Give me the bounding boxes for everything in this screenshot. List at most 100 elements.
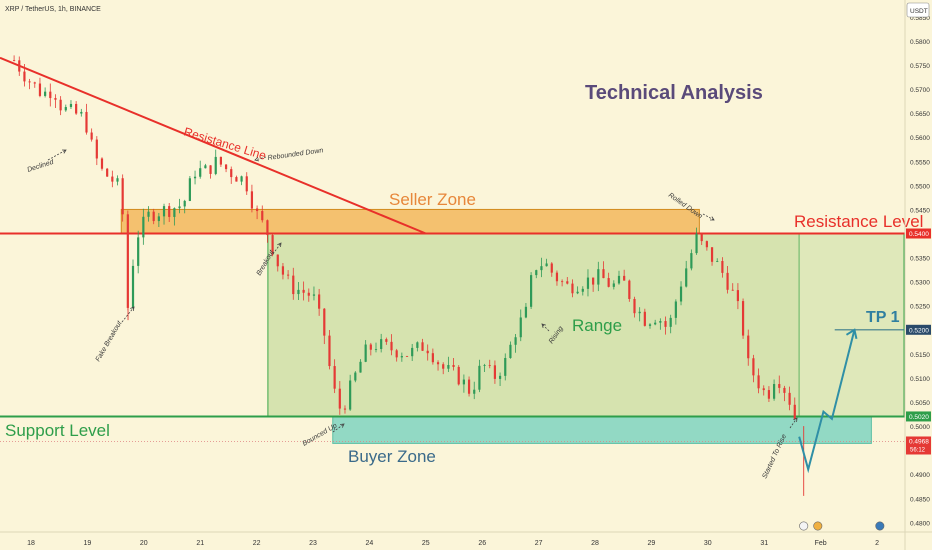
candle-down <box>752 354 755 383</box>
x-tick-label: 29 <box>648 540 656 547</box>
candle-up <box>659 318 662 330</box>
candle-up <box>586 269 590 297</box>
candle-body <box>462 379 465 385</box>
candle-body <box>85 111 88 133</box>
candle-down <box>307 288 310 302</box>
candle-up <box>64 104 67 112</box>
candle-body <box>59 99 62 111</box>
candle-body <box>405 356 409 357</box>
candle-up <box>312 286 316 301</box>
candle-body <box>452 364 455 367</box>
candle-body <box>519 317 522 338</box>
candle-down <box>121 174 124 222</box>
note-rising-arrow <box>541 323 550 332</box>
candle-body <box>219 156 222 165</box>
candle-down <box>245 172 248 195</box>
candle-body <box>540 266 543 271</box>
candle-body <box>178 206 181 209</box>
candle-down <box>421 338 424 352</box>
candle-body <box>498 375 502 379</box>
candle-down <box>261 205 264 223</box>
x-tick-label: 28 <box>591 540 599 547</box>
candle-down <box>271 234 274 257</box>
candle-up <box>374 342 378 353</box>
candle-body <box>13 60 16 61</box>
flag-icon[interactable] <box>799 521 809 531</box>
countdown-label: 56:12 <box>910 447 926 453</box>
candle-body <box>106 168 109 177</box>
candle-body <box>524 306 528 318</box>
candle-down <box>623 269 626 281</box>
y-tick-label: 0.5000 <box>910 424 930 431</box>
currency-badge[interactable] <box>906 2 930 18</box>
x-tick-label: 27 <box>535 540 543 547</box>
candle-body <box>638 311 641 314</box>
note-breakout-arrow-head <box>277 242 282 248</box>
candle-body <box>592 277 595 285</box>
candle-body <box>255 208 259 212</box>
candle-down <box>783 385 786 402</box>
note-declined-arrow-head <box>61 149 67 154</box>
event-icon[interactable] <box>813 521 823 531</box>
candle-down <box>90 128 93 142</box>
candle-body <box>38 83 42 96</box>
range-box-extension <box>799 233 905 417</box>
candle-up <box>359 359 362 373</box>
candle-down <box>426 344 429 361</box>
candle-down <box>700 232 703 246</box>
earnings-icon[interactable] <box>875 521 885 531</box>
candle-up <box>204 163 207 169</box>
note-bounced-up-arrow <box>332 423 345 433</box>
candle-up <box>597 261 600 292</box>
candle-down <box>18 56 21 76</box>
candle-up <box>483 363 486 372</box>
candle-down <box>281 263 285 280</box>
candle-body <box>44 91 47 96</box>
candle-body <box>204 165 207 169</box>
candle-body <box>390 341 393 351</box>
candle-body <box>716 261 719 262</box>
candle-up <box>514 333 517 353</box>
candle-body <box>467 379 471 394</box>
candle-down <box>250 184 254 213</box>
candle-down <box>571 279 574 298</box>
candle-down <box>788 386 791 411</box>
candle-body <box>602 269 605 279</box>
candle-body <box>281 266 285 275</box>
candle-down <box>705 240 708 251</box>
candle-body <box>654 322 657 325</box>
candle-down <box>467 376 471 397</box>
candle-body <box>648 324 652 326</box>
candle-down <box>778 375 781 394</box>
candle-body <box>571 283 574 294</box>
x-tick-label: 21 <box>196 540 204 547</box>
candle-up <box>581 286 584 296</box>
candle-down <box>741 298 745 339</box>
candle-down <box>395 348 398 362</box>
resistance-price-tag-label: 0.5400 <box>909 231 929 238</box>
candle-down <box>385 337 388 345</box>
candle-body <box>312 294 316 296</box>
candle-down <box>224 164 228 173</box>
candle-down <box>343 405 347 414</box>
candle-body <box>152 211 155 222</box>
candle-up <box>193 170 197 185</box>
candle-up <box>535 269 538 279</box>
note-started-to-rise-arrow-head <box>793 417 798 423</box>
candle-up <box>509 341 512 359</box>
candle-body <box>271 235 274 255</box>
x-tick-label: 25 <box>422 540 430 547</box>
candle-up <box>679 281 683 306</box>
candle-down <box>111 170 114 188</box>
support-price-tag-label: 0.5020 <box>909 414 929 421</box>
candle-down <box>54 94 57 109</box>
candle-body <box>266 220 269 236</box>
candle-up <box>214 149 217 176</box>
candle-up <box>44 87 47 98</box>
candle-body <box>752 358 755 376</box>
candle-up <box>416 341 419 352</box>
candle-body <box>28 81 31 83</box>
y-tick-label: 0.5650 <box>910 111 930 118</box>
candle-up <box>654 319 657 326</box>
